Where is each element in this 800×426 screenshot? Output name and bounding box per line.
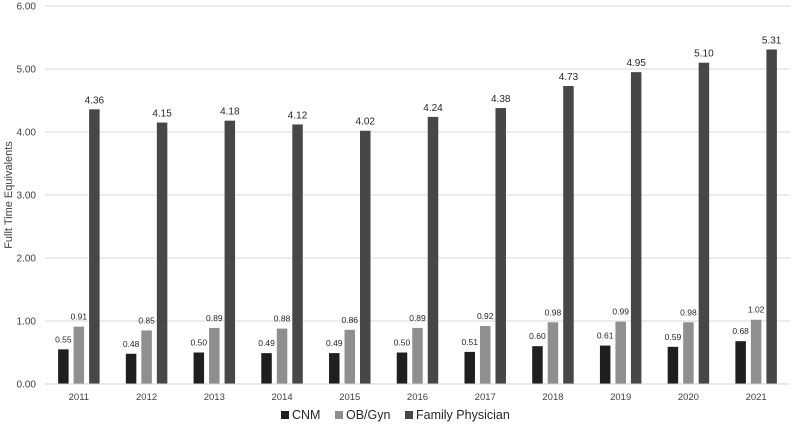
- data-label-family-physician: 4.73: [559, 72, 579, 83]
- bar-ob-gyn: [209, 327, 220, 384]
- x-tick-label: 2017: [475, 392, 496, 403]
- data-labels: 0.55 0.91 4.36 0.48 0.85 4.15 0.50 0.89 4.18 0.49…: [55, 35, 782, 348]
- legend-swatch-ob-gyn: [335, 411, 343, 419]
- x-tick-label: 2014: [271, 392, 292, 403]
- data-label-family-physician: 4.38: [491, 94, 511, 105]
- data-label-cnm: 0.50: [394, 338, 411, 348]
- bar-cnm: [464, 351, 475, 384]
- bar-family-physician: [292, 124, 303, 384]
- data-label-cnm: 0.49: [326, 338, 343, 348]
- legend: CNM OB/Gyn Family Physician: [281, 408, 510, 422]
- bar-ob-gyn: [615, 321, 626, 384]
- x-axis-ticks: 2011 2012 2013 2014 2015 2016 2017 2018 2019 2020…: [69, 392, 767, 403]
- x-tick-label: 2016: [407, 392, 428, 403]
- bar-family-physician: [427, 116, 439, 384]
- bar-cnm: [532, 346, 543, 384]
- y-tick-label: 2.00: [17, 254, 37, 265]
- bar-family-physician: [495, 108, 506, 384]
- x-tick-label: 2012: [136, 392, 157, 403]
- legend-label-cnm: CNM: [292, 408, 320, 422]
- bar-ob-gyn: [683, 322, 694, 384]
- bar-cnm: [396, 352, 408, 384]
- data-label-family-physician: 4.12: [288, 110, 308, 121]
- bar-cnm: [261, 353, 272, 384]
- bar-family-physician: [224, 120, 236, 384]
- data-label-cnm: 0.55: [55, 334, 72, 344]
- bar-cnm: [329, 353, 340, 384]
- x-tick-label: 2013: [204, 392, 225, 403]
- bar-ob-gyn: [73, 326, 85, 384]
- bar-ob-gyn: [412, 327, 423, 384]
- data-label-cnm: 0.61: [597, 331, 614, 341]
- legend-swatch-family-physician: [405, 411, 413, 419]
- gridlines: [45, 5, 790, 322]
- bar-cnm: [125, 353, 137, 384]
- data-label-cnm: 0.49: [258, 338, 275, 348]
- bar-ob-gyn: [479, 326, 491, 384]
- y-tick-label: 0.00: [17, 380, 37, 391]
- data-label-ob-gyn: 1.02: [748, 305, 765, 315]
- data-label-ob-gyn: 0.98: [545, 307, 562, 317]
- data-label-ob-gyn: 0.86: [341, 315, 358, 325]
- bar-ob-gyn: [276, 328, 288, 384]
- data-label-ob-gyn: 0.92: [477, 311, 494, 321]
- bar-family-physician: [89, 109, 100, 384]
- data-label-family-physician: 4.15: [152, 109, 172, 120]
- data-label-ob-gyn: 0.89: [206, 313, 223, 323]
- y-tick-label: 6.00: [17, 2, 37, 13]
- data-label-cnm: 0.50: [191, 338, 208, 348]
- data-label-family-physician: 5.10: [694, 49, 714, 60]
- data-label-family-physician: 4.18: [220, 107, 240, 118]
- data-label-ob-gyn: 0.91: [71, 312, 88, 322]
- bar-cnm: [193, 352, 205, 384]
- data-label-cnm: 0.59: [665, 332, 682, 342]
- bar-cnm: [735, 341, 746, 384]
- bar-family-physician: [563, 86, 574, 384]
- x-tick-label: 2020: [678, 392, 699, 403]
- bar-cnm: [58, 349, 69, 384]
- bar-ob-gyn: [547, 322, 559, 384]
- data-label-cnm: 0.60: [529, 331, 546, 341]
- data-label-cnm: 0.51: [461, 337, 478, 347]
- data-label-ob-gyn: 0.99: [612, 307, 629, 317]
- y-tick-label: 1.00: [17, 317, 37, 328]
- bar-family-physician: [766, 49, 777, 384]
- y-axis-label: Fullt Time Equivalents: [3, 141, 15, 249]
- data-label-cnm: 0.68: [732, 326, 749, 336]
- bar-family-physician: [360, 130, 371, 384]
- legend-label-ob-gyn: OB/Gyn: [346, 408, 391, 422]
- bar-cnm: [599, 345, 611, 384]
- data-label-ob-gyn: 0.98: [680, 307, 697, 317]
- y-tick-label: 5.00: [17, 65, 37, 76]
- bar-family-physician: [698, 62, 710, 384]
- bar-family-physician: [156, 122, 168, 385]
- bar-ob-gyn: [750, 319, 762, 384]
- y-tick-label: 3.00: [17, 191, 37, 202]
- x-tick-label: 2015: [339, 392, 360, 403]
- x-tick-label: 2011: [69, 392, 89, 403]
- data-label-family-physician: 4.95: [626, 58, 646, 69]
- y-axis-ticks: 0.00 1.00 2.00 3.00 4.00 5.00 6.00: [17, 2, 37, 391]
- bars: [58, 49, 777, 385]
- data-label-family-physician: 4.02: [356, 117, 376, 128]
- y-tick-label: 4.00: [17, 128, 37, 139]
- data-label-cnm: 0.48: [123, 339, 140, 349]
- bar-ob-gyn: [141, 330, 152, 384]
- x-tick-label: 2021: [746, 392, 767, 403]
- bar-cnm: [667, 346, 679, 384]
- data-label-ob-gyn: 0.89: [409, 313, 426, 323]
- bar-family-physician: [630, 72, 642, 385]
- data-label-family-physician: 4.24: [423, 103, 443, 114]
- legend-label-family-physician: Family Physician: [416, 408, 510, 422]
- data-label-family-physician: 5.31: [762, 35, 782, 46]
- data-label-ob-gyn: 0.88: [274, 314, 291, 324]
- data-label-family-physician: 4.36: [85, 95, 105, 106]
- legend-swatch-cnm: [281, 411, 289, 419]
- bar-ob-gyn: [344, 329, 356, 384]
- x-tick-label: 2018: [542, 392, 563, 403]
- x-tick-label: 2019: [610, 392, 631, 403]
- data-label-ob-gyn: 0.85: [138, 315, 155, 325]
